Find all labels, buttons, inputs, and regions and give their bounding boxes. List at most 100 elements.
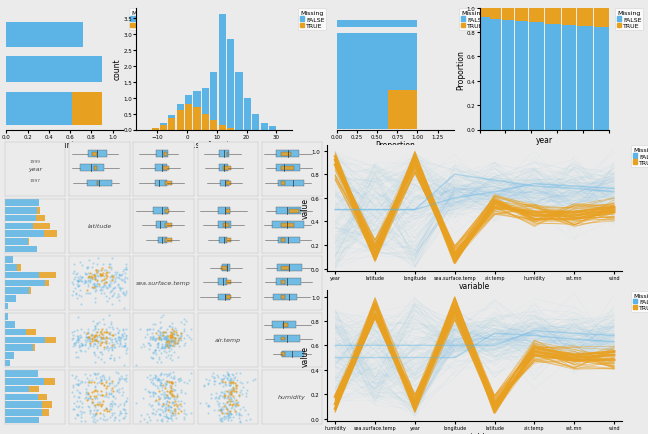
Point [152, 384, 163, 391]
Point [224, 379, 235, 386]
Point [114, 337, 124, 344]
Point [117, 389, 128, 396]
Point [117, 384, 127, 391]
Bar [279, 181, 304, 187]
Point [143, 339, 153, 346]
Point [75, 378, 86, 385]
Point [170, 410, 180, 417]
Point [88, 399, 98, 406]
Point [157, 416, 167, 423]
Point [151, 336, 161, 343]
Point [148, 321, 158, 328]
Point [82, 333, 93, 340]
Point [106, 409, 117, 416]
Bar [33, 345, 34, 351]
Point [81, 334, 91, 341]
Point [229, 386, 239, 393]
Point [165, 338, 176, 345]
Bar [5, 200, 39, 207]
Bar [28, 239, 29, 245]
Point [75, 332, 86, 339]
Bar [152, 128, 159, 130]
Point [100, 333, 111, 340]
Point [231, 409, 241, 416]
Point [173, 375, 183, 382]
Point [76, 342, 87, 349]
Point [77, 378, 87, 385]
Point [220, 405, 231, 412]
Point [155, 334, 165, 341]
Point [173, 335, 183, 342]
Point [75, 273, 85, 279]
Point [119, 412, 130, 419]
Point [104, 277, 115, 284]
Point [73, 335, 83, 342]
Point [165, 404, 176, 411]
Point [80, 279, 90, 286]
Point [152, 383, 163, 390]
Point [216, 408, 226, 415]
Point [166, 351, 176, 358]
Point [170, 335, 181, 342]
Point [89, 272, 99, 279]
Point [154, 328, 164, 335]
Bar [281, 223, 294, 227]
Point [156, 406, 166, 413]
Point [109, 341, 119, 348]
Text: latitude: latitude [87, 224, 111, 229]
Point [98, 410, 108, 417]
Point [76, 414, 86, 421]
X-axis label: variable: variable [459, 431, 491, 434]
Point [113, 284, 124, 291]
Point [225, 382, 235, 389]
Point [176, 398, 186, 405]
Point [115, 401, 126, 408]
Point [169, 336, 179, 343]
Point [111, 271, 122, 278]
Point [227, 371, 238, 378]
Point [84, 273, 95, 280]
Point [159, 335, 169, 342]
Point [172, 393, 182, 400]
Point [93, 337, 103, 344]
Point [236, 412, 246, 419]
Point [91, 281, 102, 288]
Point [104, 329, 115, 335]
Bar [276, 208, 301, 214]
Point [179, 340, 190, 347]
Point [232, 400, 242, 407]
Bar [594, 28, 608, 130]
Point [164, 323, 174, 330]
Point [167, 338, 177, 345]
X-axis label: sea.surface.temp: sea.surface.temp [181, 141, 247, 150]
Point [84, 340, 95, 347]
Point [235, 391, 245, 398]
Point [141, 326, 152, 332]
Point [73, 276, 84, 283]
Point [157, 375, 168, 382]
Point [91, 336, 101, 343]
Point [224, 377, 234, 384]
Point [92, 320, 102, 327]
Point [97, 265, 107, 272]
Bar [94, 166, 97, 170]
Point [160, 395, 170, 402]
Point [90, 326, 100, 332]
Point [159, 348, 170, 355]
Point [224, 382, 235, 389]
Point [226, 380, 237, 387]
Point [169, 395, 179, 402]
Point [145, 371, 156, 378]
Point [176, 332, 186, 339]
Point [161, 381, 171, 388]
Point [226, 391, 236, 398]
Point [161, 394, 171, 401]
Point [166, 391, 176, 398]
Point [179, 414, 189, 421]
Point [84, 382, 94, 389]
Point [231, 389, 241, 396]
Point [229, 406, 240, 413]
Point [99, 321, 110, 328]
Point [97, 373, 107, 380]
Point [79, 329, 89, 336]
